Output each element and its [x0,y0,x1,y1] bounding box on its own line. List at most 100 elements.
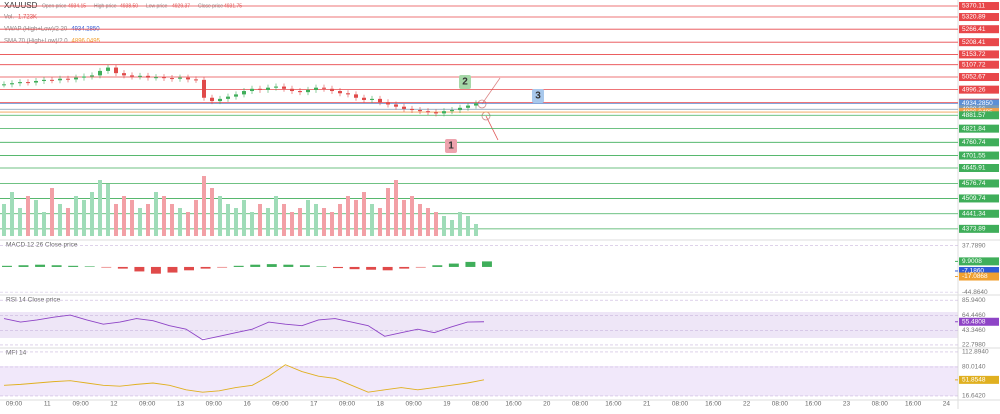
volume-bar [242,200,246,236]
time-label: 16 [243,401,251,408]
candle [90,75,94,77]
time-label: 12 [110,401,118,408]
volume-bar [458,212,462,236]
macd-bar [35,264,46,267]
candle [162,77,166,79]
level-label: 5208.41 [962,39,986,46]
pane-label: MACD 12 26 Close price [6,242,78,249]
volume-bar [218,196,222,236]
candle [250,88,254,92]
volume-bar [106,184,110,236]
level-label: 4701.55 [962,152,986,159]
time-label: 21 [643,401,651,408]
candle [330,88,334,92]
candle [186,77,190,80]
time-label: 09:00 [6,401,23,408]
level-label: 5320.89 [962,14,986,21]
level-label: 4441.34 [962,210,986,217]
volume-bar [298,208,302,236]
macd-bar [200,266,211,269]
annotation-box [459,75,471,89]
level-label: 4509.74 [962,195,986,202]
candle [242,91,246,95]
candle [226,96,230,99]
level-tag [959,111,999,120]
vol-label: Vol. [4,15,14,21]
rsi-band [0,312,958,338]
volume-bar [162,196,166,236]
level-label: 55.4808 [962,318,986,325]
level-label: 43.3460 [962,327,986,334]
level-tag [959,85,999,94]
candle [130,75,134,77]
volume-bar [450,220,454,236]
volume-bar [282,204,286,236]
macd-bar [167,266,178,273]
level-label: -7.1860 [962,268,984,275]
volume-bar [186,212,190,236]
level-label: 4996.26 [962,86,986,93]
time-label: 17 [310,401,318,408]
candle [194,79,198,81]
macd-bar [2,265,12,267]
macd-bar [250,264,261,267]
volume-bar [258,204,262,236]
macd-bar [134,266,145,272]
level-tag [959,151,999,160]
symbol: XAUUSD [4,1,38,10]
macd-bar [283,264,294,267]
candle [234,94,238,97]
volume-bar [394,180,398,236]
volume-bar [210,188,214,236]
level-label: 4881.57 [962,112,986,119]
volume-bar [402,200,406,236]
volume-bar [234,208,238,236]
level-label: 80.0140 [962,364,986,371]
volume-bar [426,208,430,236]
sma-value: 4896.0495 [72,39,101,45]
level-tag [959,124,999,133]
candle [50,79,54,81]
macd-bar [432,265,443,267]
volume-bar [354,200,358,236]
candle [10,83,14,85]
macd-bar [150,266,161,274]
macd-bar [482,261,492,267]
volume-bar [290,212,294,236]
annotation-label: 3 [535,91,541,102]
volume-bar [146,204,150,236]
time-label: 11 [44,401,51,408]
volume-bar [74,196,78,236]
level-label: 4373.89 [962,226,986,233]
time-label: 08:00 [472,401,489,408]
macd-bar [399,266,410,269]
annotation-box [532,89,544,103]
candle [210,97,214,102]
level-tag [959,50,999,59]
time-label: 20 [543,401,551,408]
indicator-line [3,314,485,341]
level-tag [959,317,999,326]
candle [338,91,342,94]
level-tag [959,272,999,281]
time-label: 08:00 [772,401,789,408]
candle [442,111,446,114]
volume-bar [26,196,30,236]
macd-bar [68,265,79,267]
candle [402,106,406,109]
candle [306,89,310,93]
level-label: 5107.72 [962,61,986,68]
volume-bar [194,200,198,236]
volume-bar [338,204,342,236]
pane-label: MFI 14 [6,350,27,357]
level-tag [959,209,999,218]
time-label: 09:00 [405,401,422,408]
volume-bar [306,200,310,236]
candle [66,78,70,80]
time-label: 09:00 [139,401,156,408]
volume-bar [466,216,470,236]
macd-bar [316,266,327,267]
volume-bar [378,208,382,236]
candle [82,76,86,78]
